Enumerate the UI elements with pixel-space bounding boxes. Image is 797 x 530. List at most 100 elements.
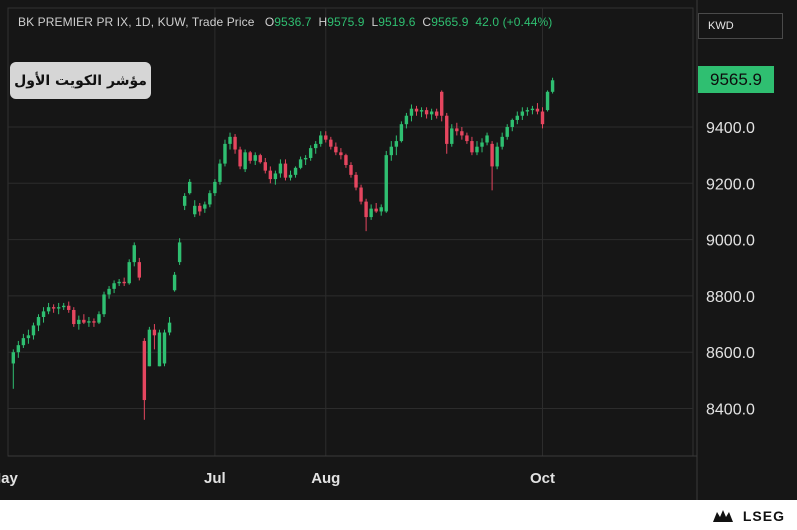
candle-body [208,193,212,205]
candle-body [16,345,21,353]
candle-body [334,146,338,153]
candle-body [92,321,96,323]
y-tick-label: 9000.0 [706,233,755,250]
candle-body [389,146,393,156]
candle-body [308,148,313,158]
candle-body [540,111,545,125]
candle-body [26,335,31,339]
candle-body [470,141,474,153]
currency-selector[interactable]: KWD [698,13,783,39]
candle-body [62,305,66,308]
close-value: 9565.9 [431,15,469,29]
candle-body [51,307,56,309]
candle-body [303,157,308,160]
candle-body [117,281,121,284]
candle-body [203,204,207,209]
candle-body [475,146,479,153]
candle-body [77,319,81,325]
instrument-name: BK PREMIER PR IX, 1D, KUW, Trade Price [18,15,255,29]
candle-body [339,152,343,156]
candle-body [238,149,242,167]
candle-body [490,143,494,167]
candle-body [152,329,157,336]
y-tick-label: 8800.0 [706,289,755,306]
candle-body [253,155,257,161]
candle-body [409,108,414,116]
candle-body [369,208,373,218]
candle-body [288,174,293,178]
candle-body [314,143,318,149]
candle-body [72,309,76,325]
candle-body [480,142,484,147]
candle-body [107,288,111,295]
candle-body [172,274,177,291]
candle-body [455,128,459,132]
candle-body [324,135,328,140]
y-tick-label: 8600.0 [706,345,755,362]
candle-body [193,205,197,215]
candle-body [263,162,267,171]
x-tick-label: Oct [530,470,555,487]
candle-body [505,127,509,137]
candle-body [319,135,323,144]
candle-body [278,163,283,174]
candle-body [293,167,298,175]
candle-body [349,165,353,175]
lseg-logo-icon [713,510,733,522]
candle-body [31,325,36,336]
candle-body [97,314,101,323]
open-value: 9536.7 [274,15,312,29]
candle-body [404,115,409,125]
candle-body [213,181,217,194]
candle-body [379,207,383,212]
candle-body [137,262,141,278]
candle-body [142,340,147,401]
candle-body [429,111,434,115]
candle-body [364,201,368,218]
close-label: C [422,15,432,29]
candle-body [298,159,303,168]
candle-body [112,283,116,289]
candle-body [11,352,15,364]
candle-body [198,205,202,212]
candle-body [243,152,247,170]
low-value: 9519.6 [378,15,416,29]
index-name-badge: مؤشر الكويت الأول [10,62,151,99]
candle-body [465,135,469,142]
candle-body [414,108,419,112]
candle-body [399,124,404,142]
candle-body [21,338,26,346]
high-label: H [318,15,328,29]
candle-body [162,332,167,364]
candle-body [485,135,489,143]
candle-body [500,136,504,147]
candle-body [329,139,333,147]
candle-body [122,281,126,284]
candle-body [102,294,106,315]
y-tick-label: 9400.0 [706,120,755,137]
candle-body [530,108,535,111]
candle-body [182,195,187,206]
candle-body [495,146,499,167]
brand-label: LSEG [742,508,785,524]
y-tick-label: 9200.0 [706,176,755,193]
candle-body [535,108,540,112]
candle-body [188,181,192,194]
high-value: 9575.9 [327,15,365,29]
x-tick-label: Aug [311,470,340,487]
candle-body [36,317,41,326]
candle-body [515,115,519,120]
candle-body [258,155,262,163]
candle-body [424,110,429,115]
candle-body [344,155,348,166]
candle-body [248,152,252,161]
y-tick-label: 8400.0 [706,402,755,419]
last-price-tag: 9565.9 [698,66,774,93]
x-tick-label: Jul [204,470,226,487]
candle-body [354,174,358,188]
candle-body [374,208,378,212]
candle-body [550,80,555,92]
open-label: O [264,15,275,29]
footer-bar [0,500,797,530]
